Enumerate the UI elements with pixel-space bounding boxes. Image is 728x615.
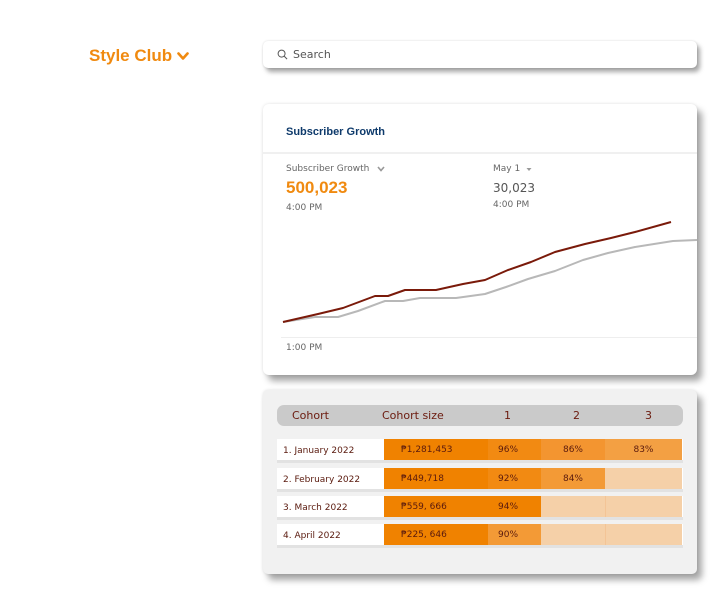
- metric-primary-dropdown[interactable]: Subscriber Growth: [286, 164, 385, 174]
- metric-primary-label: Subscriber Growth: [286, 164, 370, 174]
- divider: [263, 152, 697, 154]
- cohort-table-header: Cohort Cohort size 1 2 3: [277, 405, 683, 426]
- retention-month-1: 94%: [488, 496, 541, 517]
- header-cohort: Cohort: [292, 409, 329, 422]
- metric-secondary-dropdown[interactable]: May 1: [493, 164, 535, 174]
- metric-primary: Subscriber Growth 500,023 4:00 PM: [286, 164, 385, 213]
- retention-month-2: 86%: [541, 439, 605, 460]
- header-month-2: 2: [573, 409, 580, 422]
- subscriber-growth-card: Subscriber Growth Subscriber Growth 500,…: [263, 104, 697, 375]
- metric-primary-time: 4:00 PM: [286, 203, 323, 213]
- cohort-name: 2. February 2022: [283, 475, 361, 485]
- x-axis-label: 1:00 PM: [286, 343, 323, 353]
- series-line: [282, 221, 672, 323]
- chevron-down-icon: [177, 51, 189, 60]
- cohort-name: 1. January 2022: [283, 446, 355, 456]
- retention-month-1: 92%: [488, 468, 541, 489]
- card-title: Subscriber Growth: [286, 126, 386, 138]
- metric-secondary-label: May 1: [493, 164, 521, 174]
- search-icon: [277, 49, 288, 60]
- search-input[interactable]: [293, 48, 673, 61]
- caret-down-icon: [377, 166, 385, 172]
- cohort-size: ₱559, 666: [384, 496, 488, 517]
- retention-month-3: [605, 468, 682, 489]
- header-month-3: 3: [645, 409, 652, 422]
- retention-month-2: 84%: [541, 468, 605, 489]
- metric-secondary: May 1 30,023 4:00 PM: [493, 164, 535, 210]
- table-row: 2. February 2022 ₱449,718 92% 84%: [277, 468, 683, 492]
- brand-menu[interactable]: Style Club: [89, 46, 189, 66]
- cohort-name: 4. April 2022: [283, 531, 341, 541]
- table-row: 1. January 2022 ₱1,281,453 96% 86% 83%: [277, 439, 683, 463]
- retention-month-2: [541, 496, 605, 517]
- x-axis: [281, 337, 697, 338]
- caret-down-icon: [526, 167, 532, 171]
- search-bar[interactable]: [263, 41, 697, 68]
- retention-month-1: 90%: [488, 524, 541, 545]
- metric-primary-value: 500,023: [286, 178, 348, 197]
- retention-month-3: [605, 524, 682, 545]
- retention-month-1: 96%: [488, 439, 541, 460]
- cohort-size: ₱225, 646: [384, 524, 488, 545]
- line-chart: [282, 221, 697, 323]
- cohort-size: ₱1,281,453: [384, 439, 488, 460]
- cohort-name: 3. March 2022: [283, 503, 348, 513]
- metric-secondary-time: 4:00 PM: [493, 200, 530, 210]
- metric-secondary-value: 30,023: [493, 181, 535, 195]
- retention-month-3: 83%: [605, 439, 682, 460]
- retention-month-3: [605, 496, 682, 517]
- header-cohort-size: Cohort size: [382, 409, 444, 422]
- retention-month-2: [541, 524, 605, 545]
- cohort-size: ₱449,718: [384, 468, 488, 489]
- table-row: 4. April 2022 ₱225, 646 90%: [277, 524, 683, 548]
- brand-name: Style Club: [89, 46, 173, 65]
- header-month-1: 1: [504, 409, 511, 422]
- series-line: [282, 239, 697, 323]
- table-row: 3. March 2022 ₱559, 666 94%: [277, 496, 683, 520]
- cohort-table: Cohort Cohort size 1 2 3 1. January 2022…: [263, 390, 697, 574]
